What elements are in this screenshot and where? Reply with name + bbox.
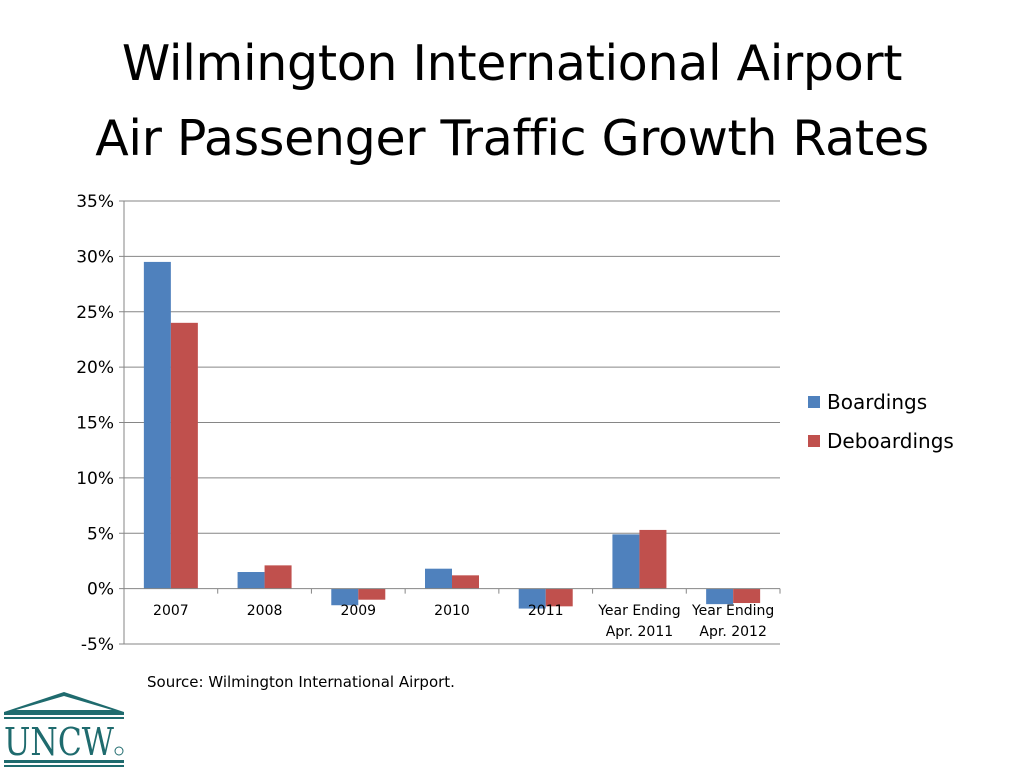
- x-tick-label: Year Ending: [597, 603, 680, 619]
- bar-deboardings: [452, 575, 479, 589]
- bar-deboardings: [545, 588, 573, 607]
- bar-boardings: [518, 588, 546, 609]
- y-tick-label: 15%: [76, 414, 114, 434]
- bar-deboardings: [170, 322, 198, 589]
- y-tick-label: 10%: [76, 469, 114, 489]
- uncw-logo: UNCW: [4, 692, 124, 767]
- y-tick-label: 5%: [87, 524, 114, 544]
- x-tick-label: 2009: [340, 603, 376, 619]
- y-tick-label: 0%: [87, 580, 114, 600]
- y-tick-label: 20%: [76, 358, 114, 378]
- x-tick-label: 2008: [247, 603, 283, 619]
- bar-boardings: [237, 572, 265, 589]
- bar-boardings: [612, 534, 640, 589]
- x-tick-label: Apr. 2011: [606, 624, 673, 640]
- y-tick-label: -5%: [81, 635, 114, 655]
- logo-wordmark: UNCW: [4, 720, 114, 764]
- chart-title: Wilmington International Airport Air Pas…: [0, 26, 1024, 176]
- y-tick-label: 35%: [76, 192, 114, 212]
- x-tick-label: Apr. 2012: [699, 624, 766, 640]
- bar-boardings: [331, 588, 359, 606]
- x-tick-label: Year Ending: [691, 603, 774, 619]
- bar-deboardings: [639, 529, 667, 589]
- y-tick-label: 30%: [76, 247, 114, 267]
- legend-swatch-boardings: [808, 396, 820, 408]
- bar-boardings: [425, 568, 452, 589]
- title-line-2: Air Passenger Traffic Growth Rates: [95, 110, 929, 167]
- legend-label-deboardings: Deboardings: [827, 429, 954, 453]
- x-tick-label: 2007: [153, 603, 189, 619]
- bar-deboardings: [264, 565, 292, 589]
- x-tick-label: 2011: [528, 603, 564, 619]
- source-note: Source: Wilmington International Airport…: [147, 673, 455, 691]
- bar-deboardings: [358, 588, 386, 600]
- bar-boardings: [706, 588, 734, 605]
- y-tick-label: 25%: [76, 303, 114, 323]
- legend-label-boardings: Boardings: [827, 390, 927, 414]
- bar-deboardings: [733, 588, 761, 604]
- x-tick-label: 2010: [434, 603, 470, 619]
- bar-boardings: [143, 261, 171, 589]
- title-line-1: Wilmington International Airport: [121, 35, 903, 92]
- legend-swatch-deboardings: [808, 435, 820, 447]
